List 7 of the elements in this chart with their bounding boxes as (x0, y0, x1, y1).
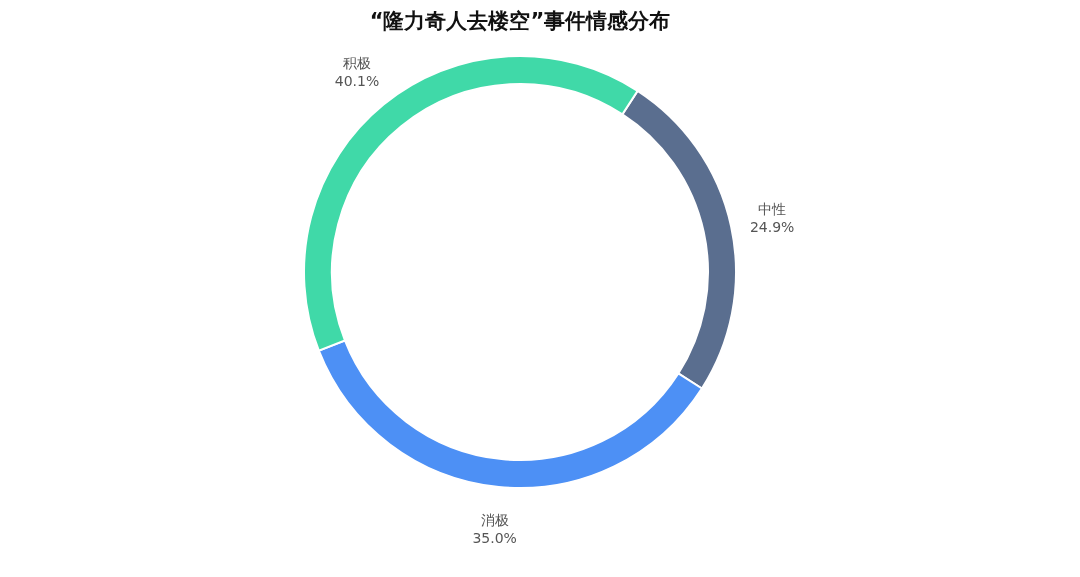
chart-title: “隆力奇人去楼空”事件情感分布 (369, 9, 671, 33)
slice-label: 中性 (758, 200, 787, 217)
data-label: 40.1% (334, 73, 380, 90)
slice-label: 消极 (480, 511, 509, 528)
data-label: 35.0% (472, 529, 517, 546)
data-label: 24.9% (749, 218, 795, 235)
slice-label: 积极 (343, 55, 372, 72)
